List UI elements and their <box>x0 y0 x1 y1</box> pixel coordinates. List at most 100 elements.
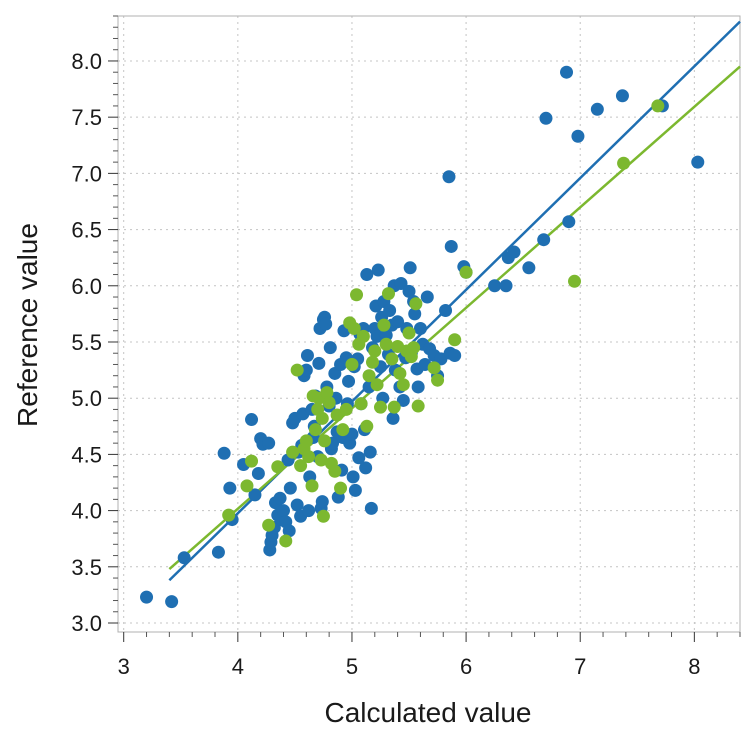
x-tick-label: 4 <box>232 654 244 679</box>
data-point <box>240 479 254 493</box>
data-point <box>363 445 377 459</box>
data-point <box>346 470 360 484</box>
data-point <box>615 89 629 103</box>
data-point <box>407 341 421 355</box>
data-point <box>245 454 259 468</box>
data-point <box>411 380 425 394</box>
data-point <box>334 481 348 495</box>
data-point <box>302 504 316 518</box>
data-point <box>360 268 374 282</box>
data-point <box>402 326 416 340</box>
data-point <box>393 366 407 380</box>
y-tick-label: 3.5 <box>71 555 102 580</box>
data-point <box>387 400 401 414</box>
y-tick-label: 4.0 <box>71 499 102 524</box>
data-point <box>394 277 408 291</box>
data-point <box>379 337 393 351</box>
data-point <box>444 239 458 253</box>
data-point <box>571 129 585 143</box>
data-point <box>568 274 582 288</box>
data-point <box>411 399 425 413</box>
data-point <box>383 304 397 318</box>
data-point <box>499 279 513 293</box>
x-tick-label: 8 <box>688 654 700 679</box>
data-point <box>245 413 259 427</box>
y-tick-label: 5.5 <box>71 330 102 355</box>
data-point <box>290 498 304 512</box>
data-point <box>413 321 427 335</box>
data-point <box>320 386 334 400</box>
data-point <box>370 378 384 392</box>
y-tick-label: 7.5 <box>71 105 102 130</box>
data-point <box>222 508 236 522</box>
data-point <box>345 357 359 371</box>
data-point <box>282 524 296 538</box>
data-point <box>396 378 410 392</box>
data-points <box>140 65 705 609</box>
data-point <box>362 369 376 383</box>
data-point <box>617 156 631 170</box>
data-point <box>562 215 576 229</box>
data-point <box>522 261 536 275</box>
data-point <box>448 333 462 347</box>
data-point <box>408 307 422 321</box>
x-tick-label: 6 <box>460 654 472 679</box>
data-point <box>385 352 399 366</box>
data-point <box>560 65 574 79</box>
data-point <box>651 99 665 113</box>
data-point <box>211 545 225 559</box>
data-point <box>402 284 416 298</box>
data-point <box>318 434 332 448</box>
data-point <box>459 265 473 279</box>
data-point <box>165 595 179 609</box>
data-point <box>279 534 293 548</box>
data-point <box>409 297 423 311</box>
x-tick-label: 7 <box>574 654 586 679</box>
data-point <box>323 341 337 355</box>
y-axis-title: Reference value <box>12 223 43 427</box>
data-point <box>431 373 445 387</box>
data-point <box>342 374 356 388</box>
plot-frame <box>117 15 741 633</box>
y-tick-label: 7.0 <box>71 161 102 186</box>
data-point <box>217 446 231 460</box>
data-point <box>354 397 368 411</box>
data-point <box>350 288 364 302</box>
data-point <box>448 348 462 362</box>
data-point <box>381 287 395 301</box>
data-point <box>302 450 316 464</box>
y-tick-label: 6.5 <box>71 218 102 243</box>
data-point <box>537 233 551 247</box>
fit-line-1 <box>168 20 741 582</box>
data-point <box>262 436 276 450</box>
series-2 <box>222 99 665 548</box>
data-point <box>427 361 441 375</box>
data-point <box>360 419 374 433</box>
data-point <box>177 551 191 565</box>
data-point <box>488 279 502 293</box>
data-point <box>251 467 265 481</box>
y-tick-label: 8.0 <box>71 49 102 74</box>
data-point <box>273 491 287 505</box>
data-point <box>403 261 417 275</box>
data-point <box>368 344 382 358</box>
fit-lines <box>168 20 741 582</box>
data-point <box>371 263 385 277</box>
data-point <box>315 495 329 509</box>
data-point <box>348 483 362 497</box>
data-point <box>290 363 304 377</box>
data-point <box>352 451 366 465</box>
data-point <box>294 459 308 473</box>
x-tick-label: 5 <box>346 654 358 679</box>
data-point <box>590 102 604 116</box>
y-tick-label: 6.0 <box>71 274 102 299</box>
data-point <box>223 481 237 495</box>
data-point <box>539 111 553 125</box>
data-point <box>691 155 705 169</box>
x-axis-title: Calculated value <box>324 697 531 728</box>
data-point <box>336 423 350 437</box>
data-point <box>322 396 336 410</box>
data-point <box>339 402 353 416</box>
data-point <box>300 348 314 362</box>
